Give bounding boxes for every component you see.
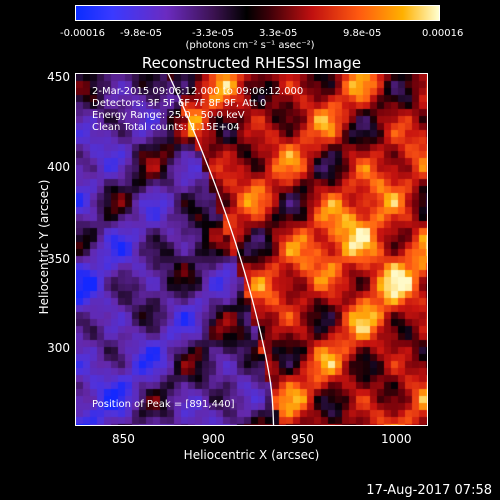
- colorbar-tick: 0.00016: [422, 28, 464, 39]
- x-tick-label: 950: [291, 432, 314, 446]
- image-plot-area: 2-Mar-2015 09:06:12.000 to 09:06:12.000 …: [75, 73, 428, 426]
- clean-counts-label: Clean Total counts: 1.15E+04: [92, 122, 240, 133]
- footer-timestamp: 17-Aug-2017 07:58: [366, 483, 492, 498]
- y-axis: 450 400 350 300: [0, 0, 70, 500]
- x-tick-label: 900: [202, 432, 225, 446]
- y-tick-label: 350: [47, 252, 70, 266]
- rhessi-heatmap: [76, 74, 427, 425]
- peak-position-label: Position of Peak = [891,440]: [92, 399, 235, 410]
- y-axis-label: Heliocentric Y (arcsec): [37, 179, 51, 315]
- x-tick-label: 850: [112, 432, 135, 446]
- y-tick-label: 300: [47, 341, 70, 355]
- detectors-label: Detectors: 3F 5F 6F 7F 8F 9F, Att 0: [92, 98, 267, 109]
- colorbar-tick: -0.00016: [60, 28, 105, 39]
- colorbar-tick: -3.3e-05: [192, 28, 234, 39]
- colorbar-tick: -9.8e-05: [120, 28, 162, 39]
- x-tick-label: 1000: [381, 432, 412, 446]
- y-tick-label: 400: [47, 160, 70, 174]
- colorbar: [75, 5, 440, 21]
- colorbar-tick: 3.3e-05: [259, 28, 298, 39]
- time-range-label: 2-Mar-2015 09:06:12.000 to 09:06:12.000: [92, 86, 304, 97]
- y-tick-label: 450: [47, 70, 70, 84]
- x-axis-label: Heliocentric X (arcsec): [183, 448, 320, 462]
- plot-title: Reconstructed RHESSI Image: [141, 54, 362, 72]
- colorbar-tick: 9.8e-05: [343, 28, 382, 39]
- energy-range-label: Energy Range: 25.0 - 50.0 keV: [92, 110, 245, 121]
- solar-limb-curve: [167, 74, 275, 425]
- colorbar-units: (photons cm⁻² s⁻¹ asec⁻²): [185, 40, 315, 51]
